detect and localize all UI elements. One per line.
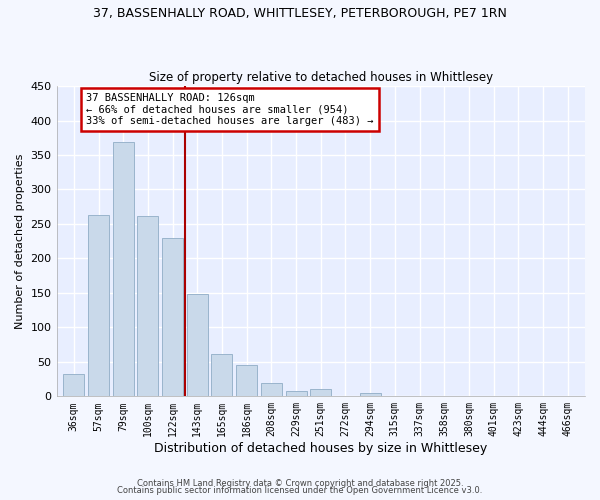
Bar: [88, 215, 109, 396]
Text: 37 BASSENHALLY ROAD: 126sqm
← 66% of detached houses are smaller (954)
33% of se: 37 BASSENHALLY ROAD: 126sqm ← 66% of det…: [86, 93, 374, 126]
Bar: [359, 393, 380, 396]
Bar: [261, 383, 282, 396]
Bar: [137, 216, 158, 396]
Title: Size of property relative to detached houses in Whittlesey: Size of property relative to detached ho…: [149, 70, 493, 84]
Text: Contains public sector information licensed under the Open Government Licence v3: Contains public sector information licen…: [118, 486, 482, 495]
X-axis label: Distribution of detached houses by size in Whittlesey: Distribution of detached houses by size …: [154, 442, 487, 455]
Bar: [310, 390, 331, 396]
Bar: [286, 391, 307, 396]
Bar: [211, 354, 232, 397]
Text: Contains HM Land Registry data © Crown copyright and database right 2025.: Contains HM Land Registry data © Crown c…: [137, 478, 463, 488]
Y-axis label: Number of detached properties: Number of detached properties: [15, 154, 25, 329]
Text: 37, BASSENHALLY ROAD, WHITTLESEY, PETERBOROUGH, PE7 1RN: 37, BASSENHALLY ROAD, WHITTLESEY, PETERB…: [93, 8, 507, 20]
Bar: [64, 374, 85, 396]
Bar: [187, 294, 208, 397]
Bar: [162, 238, 183, 396]
Bar: [113, 142, 134, 397]
Bar: [236, 366, 257, 396]
